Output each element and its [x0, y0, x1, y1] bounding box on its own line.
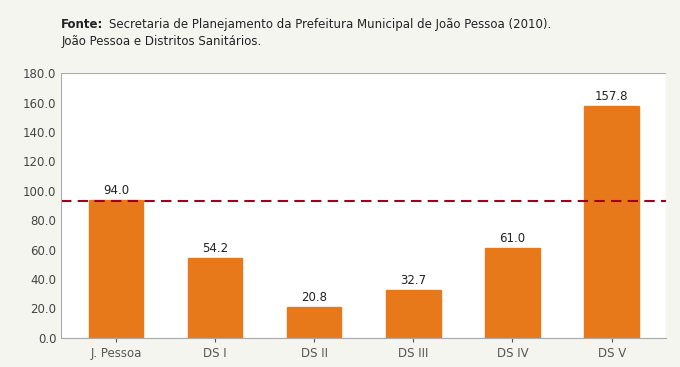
Bar — [61, 73, 666, 338]
Bar — [584, 106, 639, 338]
Bar — [287, 307, 341, 338]
Bar — [386, 290, 441, 338]
Bar — [88, 200, 143, 338]
Text: Secretaria de Planejamento da Prefeitura Municipal de João Pessoa (2010).: Secretaria de Planejamento da Prefeitura… — [109, 18, 551, 31]
Text: 61.0: 61.0 — [499, 232, 526, 245]
Text: 32.7: 32.7 — [401, 274, 426, 287]
Text: João Pessoa e Distritos Sanitários.: João Pessoa e Distritos Sanitários. — [61, 35, 261, 48]
Bar — [486, 248, 540, 338]
Text: 157.8: 157.8 — [595, 90, 628, 103]
Text: 54.2: 54.2 — [202, 242, 228, 255]
Text: Fonte:: Fonte: — [61, 18, 103, 31]
Bar — [188, 258, 242, 338]
Text: 94.0: 94.0 — [103, 184, 129, 197]
Text: 20.8: 20.8 — [301, 291, 327, 304]
